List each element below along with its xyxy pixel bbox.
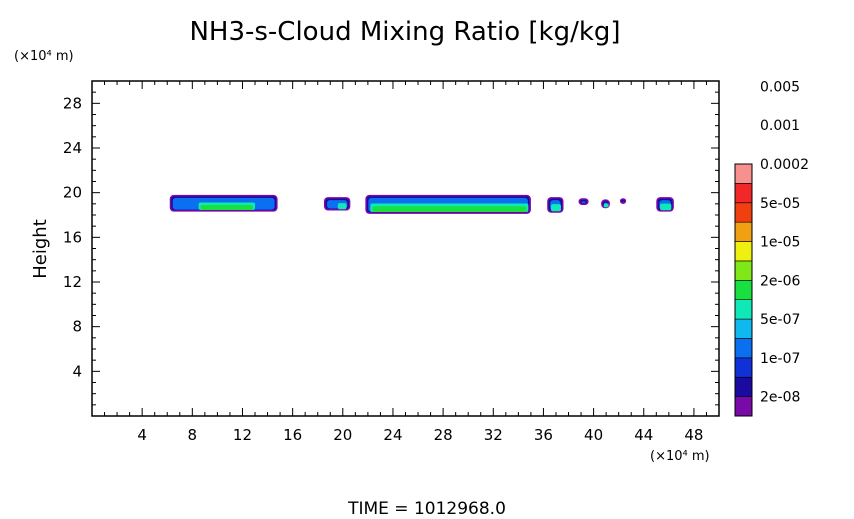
axis-ticks <box>92 81 719 416</box>
colorbar: 2e-08 1e-07 5e-07 2e-06 1e-05 5e-05 0.0002 0.00… <box>734 79 809 417</box>
cloud-core-inner <box>372 206 527 212</box>
x-tick-label: 12 <box>233 426 252 444</box>
y-tick-label: 12 <box>63 273 82 291</box>
x-unit-label: (×10⁴ m) <box>650 449 710 464</box>
colorbar-swatch <box>734 280 753 300</box>
y-tick-label: 24 <box>63 139 82 157</box>
x-tick-label: 28 <box>434 426 453 444</box>
colorbar-label: 2e-06 <box>760 273 800 289</box>
cloud-blob <box>601 199 610 209</box>
x-tick-label: 16 <box>283 426 302 444</box>
y-tick-label: 28 <box>63 94 82 112</box>
colorbar-swatch <box>734 338 753 359</box>
x-tick-label: 40 <box>584 426 603 444</box>
cloud-blob <box>578 198 589 205</box>
cloud-core-inner <box>200 204 254 210</box>
colorbar-label: 1e-07 <box>760 351 800 367</box>
cloud-blob <box>656 197 674 212</box>
cloud-blob <box>323 197 351 211</box>
y-unit-label: (×10⁴ m) <box>14 49 74 64</box>
colorbar-swatch <box>734 376 753 397</box>
y-tick-label: 4 <box>72 362 82 380</box>
x-tick-label: 4 <box>137 426 147 444</box>
colorbar-label: 1e-05 <box>760 235 800 251</box>
colorbar-swatch <box>734 163 753 184</box>
cloud-blob <box>365 194 531 214</box>
y-tick-label: 20 <box>63 184 82 202</box>
chart-title: NH3-s-Cloud Mixing Ratio [kg/kg] <box>189 17 620 47</box>
x-tick-label: 44 <box>634 426 653 444</box>
colorbar-swatch <box>734 260 753 281</box>
x-tick-label: 24 <box>383 426 402 444</box>
colorbar-swatch <box>734 318 753 339</box>
colorbar-swatch <box>734 396 753 417</box>
cloud-blob <box>169 194 278 212</box>
cloud-core <box>603 203 609 208</box>
y-tick-label: 8 <box>72 318 82 336</box>
cloud-blob <box>619 198 627 204</box>
colorbar-label: 0.005 <box>760 79 800 95</box>
colorbar-swatch <box>734 183 753 204</box>
colorbar-swatch <box>734 221 753 242</box>
y-axis-label: Height <box>30 219 51 279</box>
cloud-field <box>169 194 674 214</box>
colorbar-frame <box>734 163 753 417</box>
x-tick-label: 20 <box>333 426 352 444</box>
cloud-blob <box>547 197 564 213</box>
colorbar-label: 5e-05 <box>760 196 800 212</box>
x-tick-label: 8 <box>188 426 198 444</box>
colorbar-swatch <box>734 202 753 223</box>
colorbar-label: 5e-07 <box>760 312 800 328</box>
cloud-core <box>337 203 347 210</box>
colorbar-swatch <box>734 299 753 320</box>
colorbar-label: 0.001 <box>760 118 800 134</box>
colorbar-label: 0.0002 <box>760 157 809 173</box>
cloud-core <box>660 203 672 211</box>
cloud-layer-2 <box>581 201 586 203</box>
y-tick-label: 16 <box>63 228 82 246</box>
x-tick-label: 36 <box>534 426 553 444</box>
x-tick-label: 48 <box>684 426 703 444</box>
time-label: TIME = 1012968.0 <box>347 499 506 519</box>
colorbar-label: 2e-08 <box>760 390 800 406</box>
cloud-layer-2 <box>622 201 624 203</box>
plot-frame <box>91 80 720 417</box>
colorbar-swatch <box>734 241 753 262</box>
colorbar-swatch <box>734 357 753 378</box>
x-tick-label: 32 <box>484 426 503 444</box>
cloud-core <box>550 204 561 212</box>
